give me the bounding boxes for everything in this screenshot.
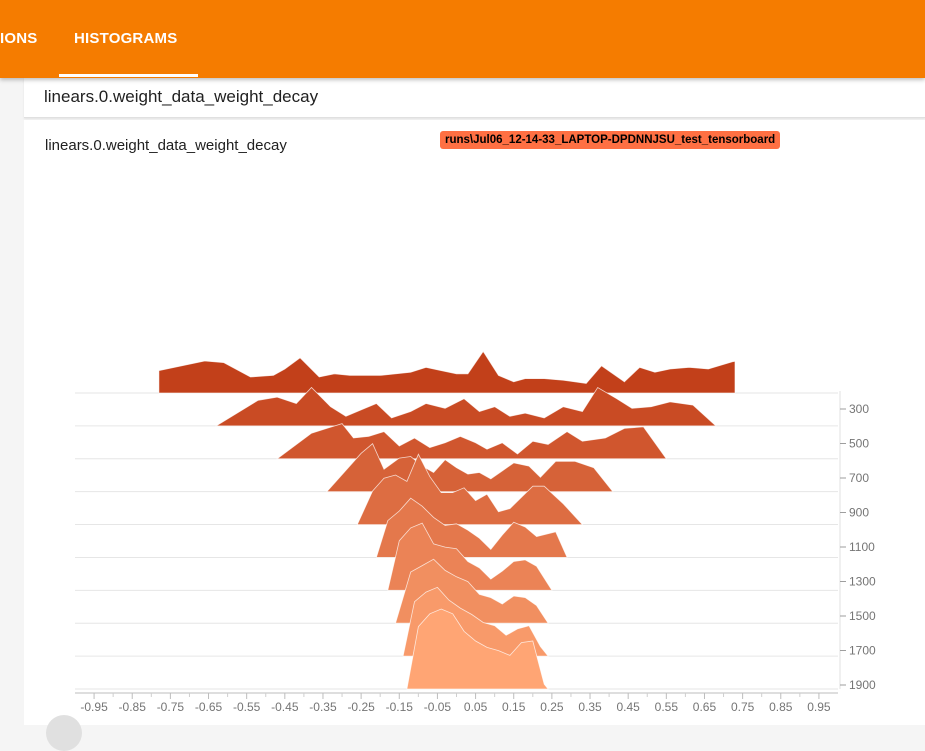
x-tick-label: -0.35 [309,700,337,714]
x-tick-label: -0.55 [233,700,261,714]
step-axis: 300 500 700 900 1100 1300 1500 1700 1900 [839,391,876,692]
x-tick-label: 0.25 [540,700,564,714]
sidebar-edge [0,78,24,725]
step-tick-label: 1100 [849,540,875,554]
x-tick-label: 0.45 [616,700,640,714]
active-tab-indicator [59,74,198,77]
x-tick-label: -0.45 [271,700,299,714]
step-tick-label: 1900 [849,678,876,692]
step-tick-label: 500 [849,437,869,451]
card-title: linears.0.weight_data_weight_decay [45,137,287,154]
top-toolbar: IONS HISTOGRAMS [0,0,925,78]
expand-button[interactable] [46,715,82,751]
run-label-badge: runs\Jul06_12-14-33_LAPTOP-DPDNNJSU_test… [440,131,781,149]
x-tick-label: 0.35 [578,700,602,714]
histogram-areas [158,350,736,690]
x-tick-label: -0.05 [424,700,452,714]
x-tick-label: -0.75 [157,700,185,714]
step-tick-label: 700 [849,471,869,485]
tab-distributions[interactable]: IONS [0,30,38,47]
x-tick-label: -0.95 [80,700,108,714]
x-tick-label: -0.15 [386,700,414,714]
tag-group-title: linears.0.weight_data_weight_decay [44,87,319,106]
x-tick-label: 0.15 [502,700,526,714]
histogram-step-300 [214,386,717,427]
x-axis: -0.95 -0.85 -0.75 -0.65 -0.55 -0.45 -0.35 -0.25… [75,692,838,714]
step-tick-label: 300 [849,402,869,416]
histogram-step-500 [275,423,668,460]
tab-histograms[interactable]: HISTOGRAMS [74,30,178,47]
tag-group-header[interactable]: linears.0.weight_data_weight_decay [24,78,925,118]
step-tick-label: 900 [849,506,869,520]
x-tick-label: 0.85 [769,700,793,714]
x-tick-label: 0.55 [655,700,679,714]
x-tick-label: -0.85 [119,700,147,714]
step-tick-label: 1700 [849,644,876,658]
x-tick-label: 0.75 [731,700,755,714]
x-tick-label: 0.95 [807,700,831,714]
histogram-step-1900 [406,608,549,690]
histogram-card: linears.0.weight_data_weight_decay runs\… [24,120,925,725]
x-tick-label: -0.65 [195,700,223,714]
histogram-step-100 [158,350,736,394]
step-tick-label: 1500 [849,609,876,623]
x-tick-label: -0.25 [347,700,375,714]
step-tick-label: 1300 [849,575,876,589]
x-tick-label: 0.65 [693,700,717,714]
x-tick-label: 0.05 [464,700,488,714]
